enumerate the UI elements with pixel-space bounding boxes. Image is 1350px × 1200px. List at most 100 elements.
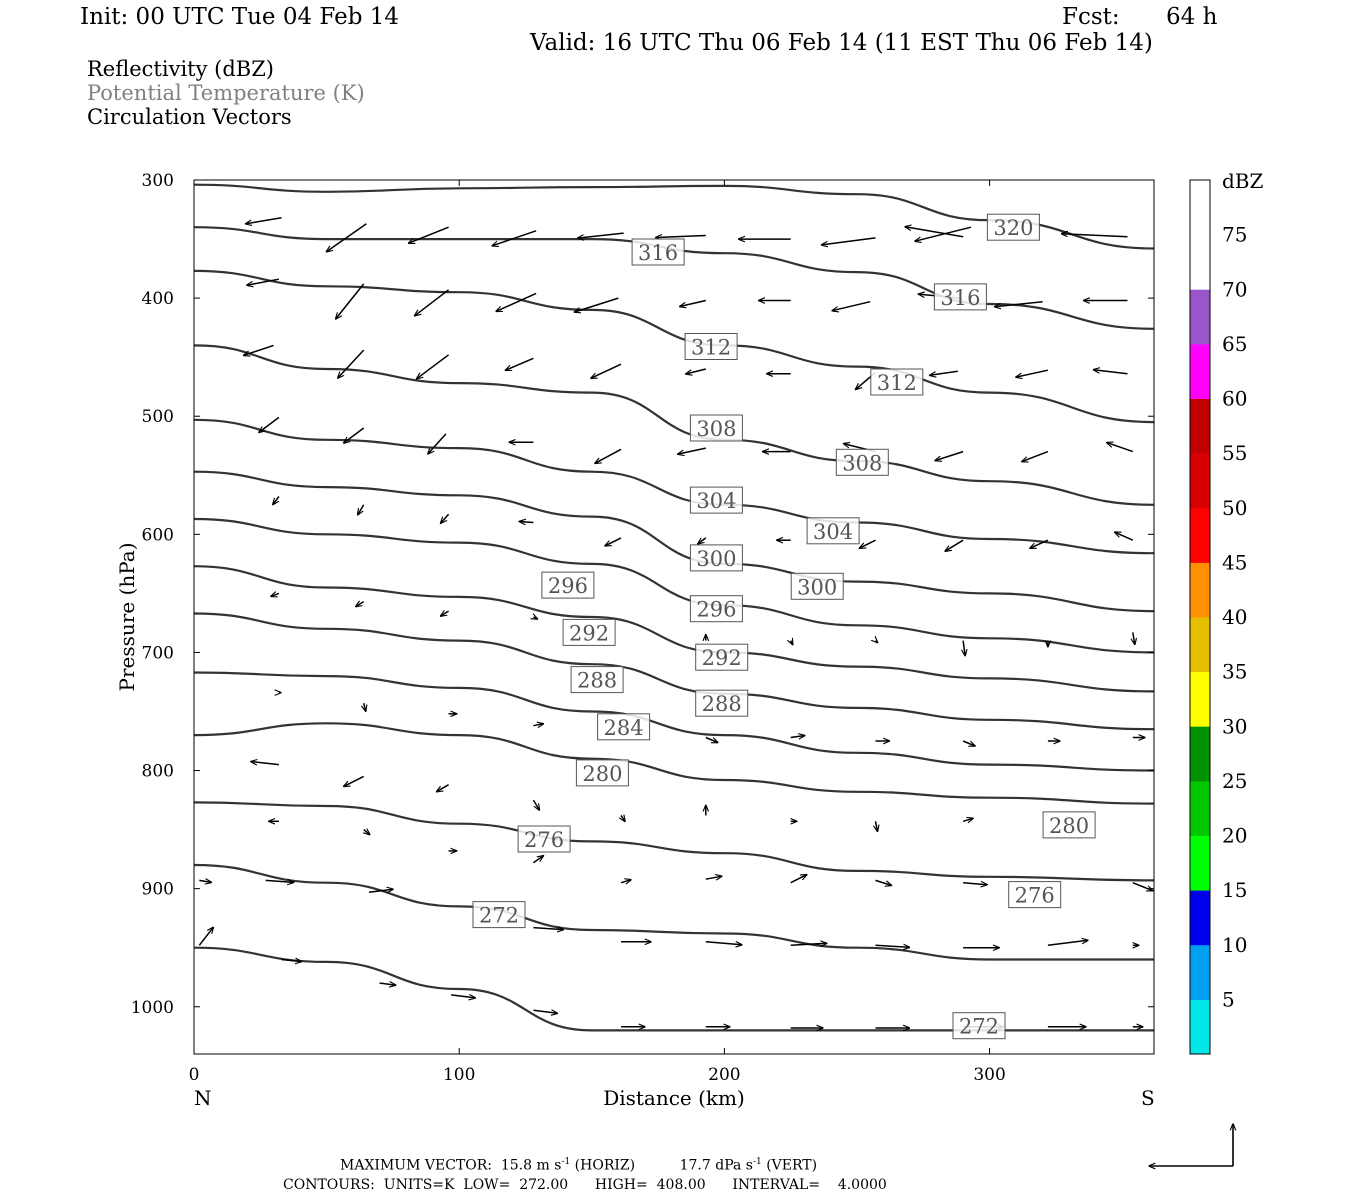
contour-label-box [835, 448, 889, 476]
contour-label: 316 [638, 241, 678, 265]
circulation-vector [905, 227, 964, 238]
circulation-vector [368, 889, 393, 892]
contour-label-box [689, 544, 743, 572]
colorbar-swatch [1190, 343, 1210, 399]
contour-label: 308 [842, 451, 882, 475]
circulation-vector [1022, 450, 1049, 462]
colorbar-swatch [1190, 780, 1210, 836]
contour-label: 316 [940, 286, 980, 310]
circulation-vector [441, 513, 450, 523]
colorbar-level-label: 35 [1222, 660, 1247, 684]
circulation-vector [945, 539, 964, 551]
forecast-hour: 64 h [1166, 4, 1218, 30]
contour-label-box [575, 759, 629, 787]
colorbar-swatch [1190, 289, 1210, 345]
circulation-vector [621, 815, 625, 821]
circulation-vector [680, 299, 706, 307]
south-label: S [1141, 1086, 1155, 1110]
circulation-vector [1133, 632, 1135, 644]
circulation-vector [1094, 370, 1128, 375]
colorbar-level-label: 70 [1222, 277, 1247, 301]
theta-contour-312 [193, 269, 1155, 424]
circulation-vector [935, 450, 964, 461]
contour-label-box [695, 689, 749, 717]
circulation-vector [915, 226, 972, 241]
init-time: Init: 00 UTC Tue 04 Feb 14 [80, 4, 400, 30]
colorbar-swatch [1190, 726, 1210, 782]
circulation-vector [533, 1010, 557, 1013]
contour-label-box [689, 414, 743, 442]
circulation-vector [199, 880, 211, 882]
circulation-vector [437, 784, 449, 792]
colorbar-level-label: 40 [1222, 605, 1247, 629]
max-vector-line: MAXIMUM VECTOR: 15.8 m s-1 (HORIZ) 17.7 … [340, 1157, 817, 1174]
circulation-vector [532, 799, 539, 810]
colorbar-level-label: 45 [1222, 550, 1247, 574]
colorbar-level-label: 65 [1222, 332, 1247, 356]
circulation-vector [876, 821, 878, 831]
contour-label: 280 [1049, 814, 1089, 838]
horiz-exponent: -1 [561, 1157, 571, 1167]
circulation-vector [533, 928, 563, 930]
circulation-vector [591, 363, 622, 378]
circulation-vector [271, 593, 280, 596]
contour-label: 312 [877, 371, 917, 395]
circulation-vector [265, 880, 294, 882]
colorbar-swatch [1190, 617, 1210, 673]
circulation-vector [505, 357, 534, 370]
colorbar-swatch [1190, 398, 1210, 454]
theta-contour-272 [193, 863, 1154, 961]
contour-label: 312 [691, 336, 731, 360]
circulation-vector [790, 875, 807, 884]
colorbar-level-label: 15 [1222, 878, 1247, 902]
circulation-vector [1062, 234, 1128, 238]
north-label: N [194, 1086, 212, 1110]
contour-label: 288 [702, 692, 742, 716]
contour-label: 288 [577, 669, 617, 693]
colorbar-level-label: 60 [1222, 387, 1247, 411]
contour-label-box [684, 333, 738, 360]
circulation-vector [533, 724, 543, 726]
circulation-vector [1132, 882, 1153, 891]
circulation-vector [259, 416, 280, 432]
circulation-vector [1016, 369, 1049, 377]
colorbar-swatch [1190, 999, 1210, 1055]
circulation-vector [822, 237, 876, 245]
y-tick-label: 1000 [131, 998, 174, 1018]
contour-label: 272 [479, 904, 519, 928]
y-axis-label: Pressure (hPa) [115, 543, 139, 692]
contour-label-box [952, 1012, 1006, 1040]
circulation-vector [409, 226, 449, 243]
colorbar-swatch [1190, 453, 1210, 509]
contour-label: 304 [696, 489, 736, 513]
x-tick-label: 100 [443, 1065, 475, 1085]
vert-value: 17.7 dPa s [679, 1157, 753, 1174]
circulation-vector [860, 539, 876, 548]
circulation-vector [705, 876, 722, 879]
contour-label-box [689, 595, 743, 623]
y-tick-label: 900 [142, 880, 174, 900]
theta-contour-288 [193, 612, 1155, 731]
colorbar-level-label: 50 [1222, 496, 1247, 520]
circulation-vector [876, 641, 878, 643]
circulation-vector [698, 537, 707, 544]
contour-label-box [933, 283, 987, 311]
circulation-vector [962, 818, 973, 821]
y-tick-label: 700 [142, 643, 174, 663]
circulation-vector [356, 602, 365, 607]
colorbar-swatch [1190, 562, 1210, 618]
circulation-vector [415, 289, 450, 316]
circulation-vector [344, 427, 365, 443]
contour-label-box [541, 571, 595, 599]
y-tick-label: 300 [142, 171, 174, 191]
circulation-vector [963, 883, 987, 885]
contour-label-box [472, 901, 526, 929]
circulation-vector [428, 433, 447, 454]
colorbar-level-label: 75 [1222, 223, 1247, 247]
contour-label-box [695, 643, 749, 671]
contour-label-box [570, 666, 624, 694]
circulation-vector [273, 496, 280, 505]
circulation-vector [962, 740, 975, 746]
theta-contour-308 [193, 344, 1155, 506]
